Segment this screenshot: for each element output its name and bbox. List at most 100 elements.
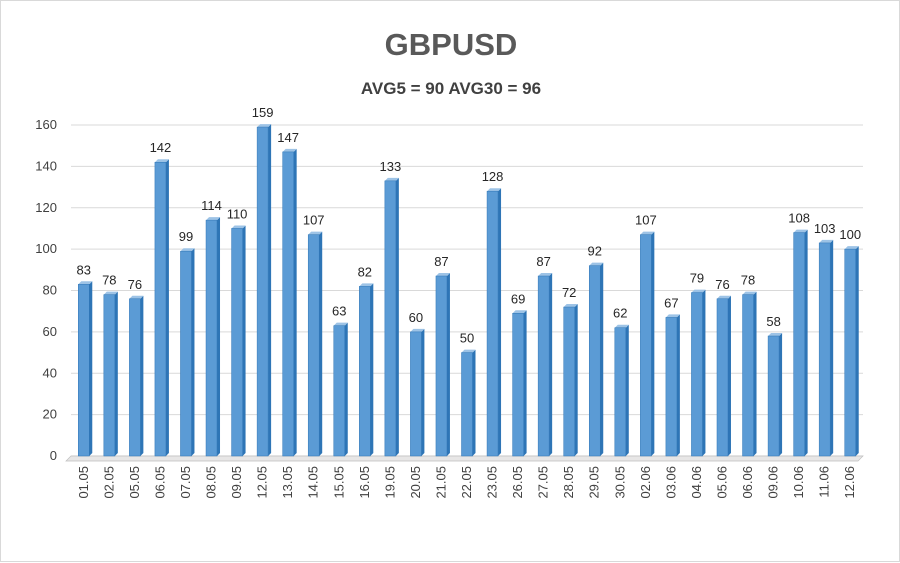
x-tick-label: 03.06 [663,466,678,499]
data-label: 128 [482,169,504,184]
bar-top [563,304,578,308]
data-label: 58 [766,314,780,329]
bar-front [614,327,627,457]
data-label: 87 [536,254,550,269]
bar-01.05 [78,281,93,457]
bar-27.05 [537,273,553,457]
y-tick-label: 100 [35,241,57,256]
bar-side [446,273,450,456]
x-tick-label: 05.05 [127,466,142,499]
data-label: 79 [690,271,704,286]
bar-top [129,295,144,299]
x-tick-label: 06.06 [740,466,755,499]
bar-front [256,126,269,457]
x-tick-label: 21.05 [433,466,448,499]
data-label: 107 [303,213,325,228]
bar-02.05 [103,291,118,457]
bar-top [487,188,502,192]
data-label: 76 [715,277,729,292]
bar-top [768,333,783,337]
bar-side [140,295,144,456]
bar-top [512,310,527,314]
bar-top [333,322,348,326]
bar-top [78,281,93,285]
bar-side [242,225,246,456]
data-label: 60 [409,310,423,325]
data-label: 69 [511,291,525,306]
bar-09.05 [231,225,246,457]
bar-side [523,310,527,456]
bar-top [640,231,655,235]
bar-front [435,275,448,457]
bar-top [359,283,374,287]
data-label: 78 [741,273,755,288]
x-tick-label: 02.05 [101,466,116,499]
bar-16.05 [359,283,374,457]
bar-19.05 [384,177,399,457]
bar-side [702,289,706,456]
bar-side [625,324,629,456]
bar-side [676,314,680,456]
x-tick-label: 20.05 [408,466,423,499]
x-tick-label: 10.06 [791,466,806,499]
chart-floor [65,455,864,462]
bar-side [753,291,757,456]
data-label: 72 [562,285,576,300]
bar-top [206,217,221,221]
bar-10.06 [793,229,808,457]
x-tick-label: 09.05 [229,466,244,499]
bar-front [537,275,550,457]
data-label: 142 [150,140,172,155]
y-tick-label: 160 [35,117,57,132]
data-label: 114 [201,198,222,213]
bar-front [512,313,524,457]
x-tick-label: 12.06 [842,466,857,499]
bar-29.05 [588,262,604,457]
data-label: 82 [358,264,372,279]
x-axis: 01.05 02.05 05.05 06.05 07.05 08.05 09.05 12.05… [76,466,857,499]
bar-side [191,248,195,456]
x-tick-label: 13.05 [280,466,295,499]
bar-front [461,352,473,457]
bar-14.05 [307,231,323,457]
bar-04.06 [691,289,706,457]
x-tick-label: 26.05 [510,466,525,499]
bar-13.05 [282,148,297,457]
bar-side [114,291,118,456]
bar-side [549,273,553,456]
x-tick-label: 27.05 [536,466,551,499]
bar-front [129,298,141,457]
x-tick-label: 11.06 [817,466,832,498]
bar-side [89,281,93,456]
x-tick-label: 01.05 [76,466,91,499]
x-tick-label: 19.05 [382,466,397,499]
bar-top [103,291,118,295]
x-tick-label: 09.06 [766,466,781,499]
bar-top [282,148,297,152]
bar-top [435,273,450,277]
bar-side [395,177,399,456]
bar-front [640,234,652,457]
data-label: 108 [788,211,810,226]
bar-front [588,265,601,457]
x-tick-label: 14.05 [306,466,321,499]
data-label: 78 [102,273,116,288]
bar-side [293,148,297,457]
bar-front [793,232,805,457]
bar-top [742,291,757,295]
data-label: 99 [179,229,193,244]
bar-top [793,229,808,233]
bar-front [231,228,243,457]
bar-23.05 [486,188,502,457]
bar-top [819,239,834,243]
bar-front [384,180,397,457]
bar-front [410,331,422,457]
bar-top [410,328,425,332]
bar-side [498,188,502,456]
bar-03.06 [665,314,680,457]
bar-front [180,250,192,457]
x-tick-label: 02.06 [638,466,653,499]
x-tick-label: 15.05 [331,466,346,499]
